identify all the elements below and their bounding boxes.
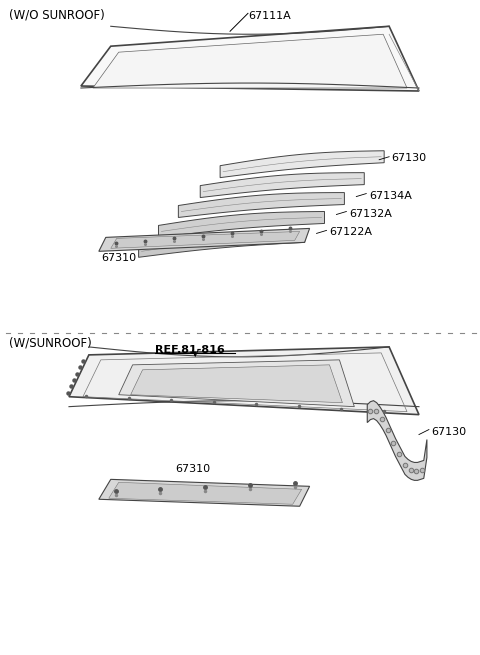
Polygon shape [131, 365, 342, 403]
Text: 67130: 67130 [391, 153, 426, 162]
Text: 67132A: 67132A [349, 208, 392, 219]
Polygon shape [81, 26, 419, 91]
Polygon shape [139, 231, 305, 257]
Polygon shape [109, 482, 301, 504]
Text: REF.81-816: REF.81-816 [156, 345, 225, 355]
Text: 67111A: 67111A [248, 11, 291, 22]
Text: 67310: 67310 [101, 253, 136, 263]
Polygon shape [93, 34, 407, 88]
Polygon shape [111, 231, 300, 248]
Polygon shape [179, 193, 344, 217]
Polygon shape [220, 151, 384, 178]
Text: (W/SUNROOF): (W/SUNROOF) [9, 337, 92, 350]
Polygon shape [158, 212, 324, 237]
Text: 67310: 67310 [175, 464, 211, 474]
Polygon shape [69, 347, 419, 415]
Polygon shape [200, 173, 364, 198]
Polygon shape [99, 479, 310, 506]
Text: 67122A: 67122A [329, 227, 372, 237]
Polygon shape [99, 229, 310, 252]
Polygon shape [367, 401, 427, 480]
Polygon shape [119, 360, 354, 407]
Text: 67134A: 67134A [369, 191, 412, 200]
Text: 67130: 67130 [431, 426, 466, 437]
Text: (W/O SUNROOF): (W/O SUNROOF) [9, 9, 105, 22]
